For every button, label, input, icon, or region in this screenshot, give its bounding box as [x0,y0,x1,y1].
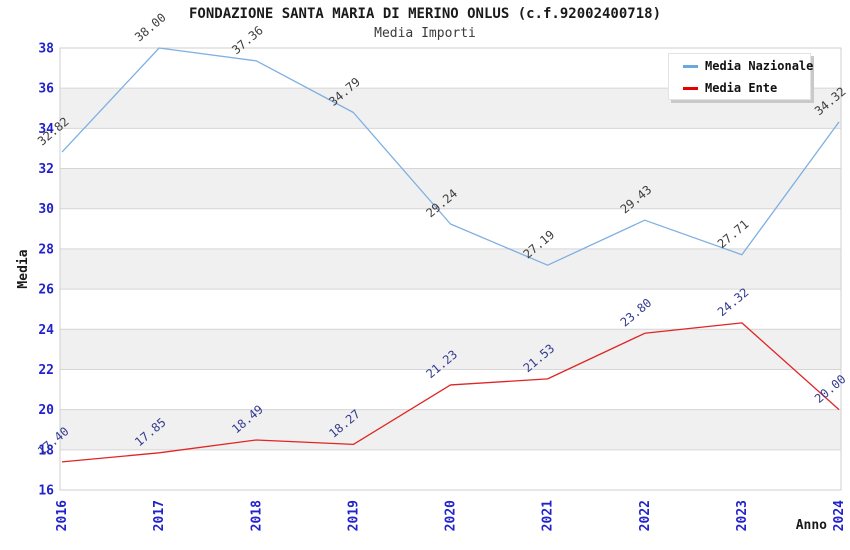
value-label: 24.32 [715,285,752,319]
x-tick-label: 2024 [832,500,847,531]
y-tick-label: 22 [38,363,54,378]
series-line-media-ente [61,322,840,463]
y-tick-label: 32 [38,162,54,177]
y-tick-label: 38 [38,42,54,57]
x-axis-title: Anno [796,518,827,533]
value-label: 20.00 [812,372,849,406]
x-tick-label: 2018 [249,500,264,531]
y-axis-title: Media [16,249,31,288]
y-tick-label: 34 [38,122,54,137]
y-tick-label: 36 [38,82,54,97]
chart-title: FONDAZIONE SANTA MARIA DI MERINO ONLUS (… [188,6,661,22]
legend-item-media-ente: Media Ente [683,78,810,98]
value-label: 38.00 [132,10,169,44]
x-tick-label: 2021 [541,500,556,531]
x-tick-label: 2017 [152,500,167,531]
media-nazionale-line-swatch-icon [683,64,698,68]
legend-label: Media Nazionale [705,59,814,73]
y-tick-label: 16 [38,484,54,499]
y-tick-label: 26 [38,283,54,298]
band [60,248,841,290]
y-tick-label: 18 [38,443,54,458]
band [60,329,841,370]
y-tick-label: 28 [38,242,54,257]
band [60,168,841,209]
y-tick-label: 20 [38,403,54,418]
legend-item-media-nazionale: Media Nazionale [683,56,814,76]
value-label: 27.71 [715,217,752,251]
chart-legend: Media Nazionale Media Ente [668,53,814,100]
series-line-media-nazionale [61,47,840,266]
x-tick-label: 2016 [55,500,70,531]
x-tick-label: 2020 [444,500,459,531]
x-tick-label: 2019 [346,500,361,531]
media-ente-line-swatch-icon [683,86,698,90]
band [60,409,841,450]
y-tick-label: 30 [38,202,54,217]
value-label: 23.80 [618,296,655,330]
x-tick-label: 2022 [638,500,653,531]
value-label: 37.36 [229,23,266,57]
x-tick-label: 2023 [735,500,750,531]
chart-subtitle: Media Importi [374,26,476,41]
legend-label: Media Ente [705,81,778,95]
plot-border [59,47,842,491]
y-tick-label: 24 [38,323,54,338]
